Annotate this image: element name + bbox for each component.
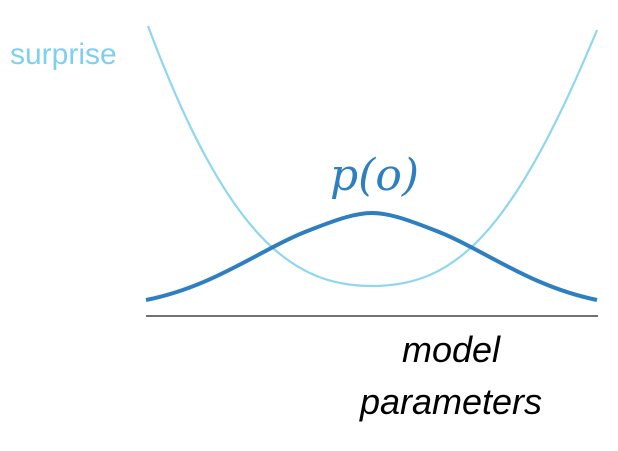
probability-curve — [145, 210, 598, 302]
surprise-label: surprise — [10, 38, 117, 71]
x-axis-label-line-2: parameters — [359, 381, 542, 422]
surprise-curve — [146, 25, 599, 288]
probability-label: p(o) — [330, 150, 419, 201]
x-axis-label-line-1: model — [402, 329, 501, 370]
